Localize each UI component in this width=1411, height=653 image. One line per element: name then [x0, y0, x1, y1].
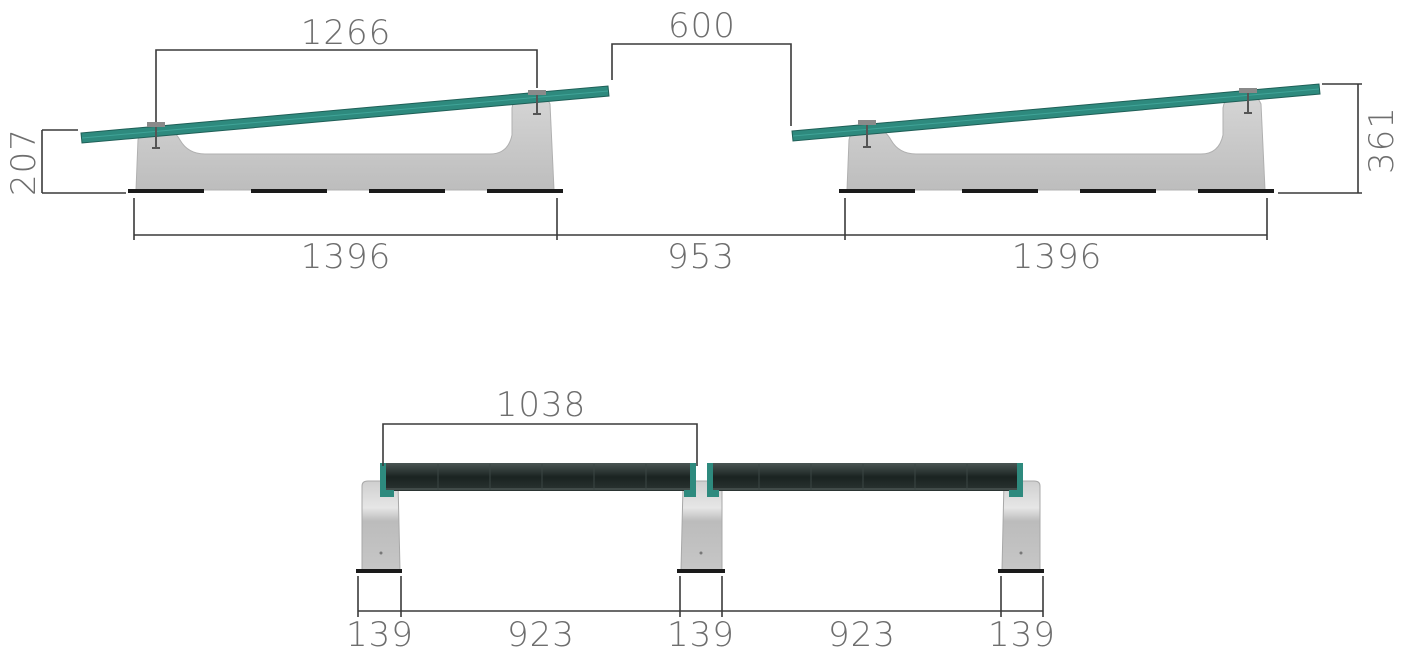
solar-panel-right	[791, 83, 1321, 148]
dimension-label-base-right: 1396	[1012, 237, 1103, 277]
clamp-left-high	[528, 90, 546, 115]
front-ballast-right	[998, 480, 1044, 573]
dimension-label-segment-3: 139	[667, 615, 735, 653]
dimension-low-edge-height: 207	[4, 128, 126, 196]
clamp-left-low	[147, 122, 165, 149]
dimension-label-segment-2: 923	[507, 615, 575, 653]
dimension-label-segment-4: 923	[828, 615, 896, 653]
clamp-right-high	[1239, 88, 1257, 114]
dimension-label-segment-1: 139	[346, 615, 414, 653]
dimension-panel-width: 1038	[382, 385, 698, 466]
side-view: 1266 600 207 361 1396	[4, 6, 1402, 277]
dimension-label-low-edge-height: 207	[4, 128, 44, 196]
dimension-chain-front: 139 923 139 923 139	[346, 576, 1056, 653]
dimension-panel-span: 1266	[155, 13, 538, 122]
front-ballast-left	[356, 480, 402, 573]
dimension-label-row-gap: 600	[668, 6, 736, 46]
ballast-block-left	[128, 92, 563, 193]
dimension-chain-bottom: 1396 953 1396	[133, 198, 1268, 277]
dimension-row-gap: 600	[611, 6, 792, 126]
dimension-label-panel-width: 1038	[496, 385, 587, 425]
dimension-label-overall-height: 361	[1362, 106, 1402, 174]
dimension-overall-height: 361	[1278, 83, 1402, 194]
front-module-left	[386, 463, 696, 491]
solar-panel-left	[80, 85, 610, 149]
front-view: 1038 139 923 139 923 139	[346, 385, 1056, 653]
dimension-label-row-spacing: 953	[667, 237, 735, 277]
front-module-right	[707, 463, 1017, 491]
dimension-label-panel-span: 1266	[301, 13, 392, 53]
clamp-right-low	[858, 120, 876, 148]
dimension-label-segment-5: 139	[988, 615, 1056, 653]
front-clamps	[380, 463, 1023, 497]
dimension-label-base-left: 1396	[301, 237, 392, 277]
